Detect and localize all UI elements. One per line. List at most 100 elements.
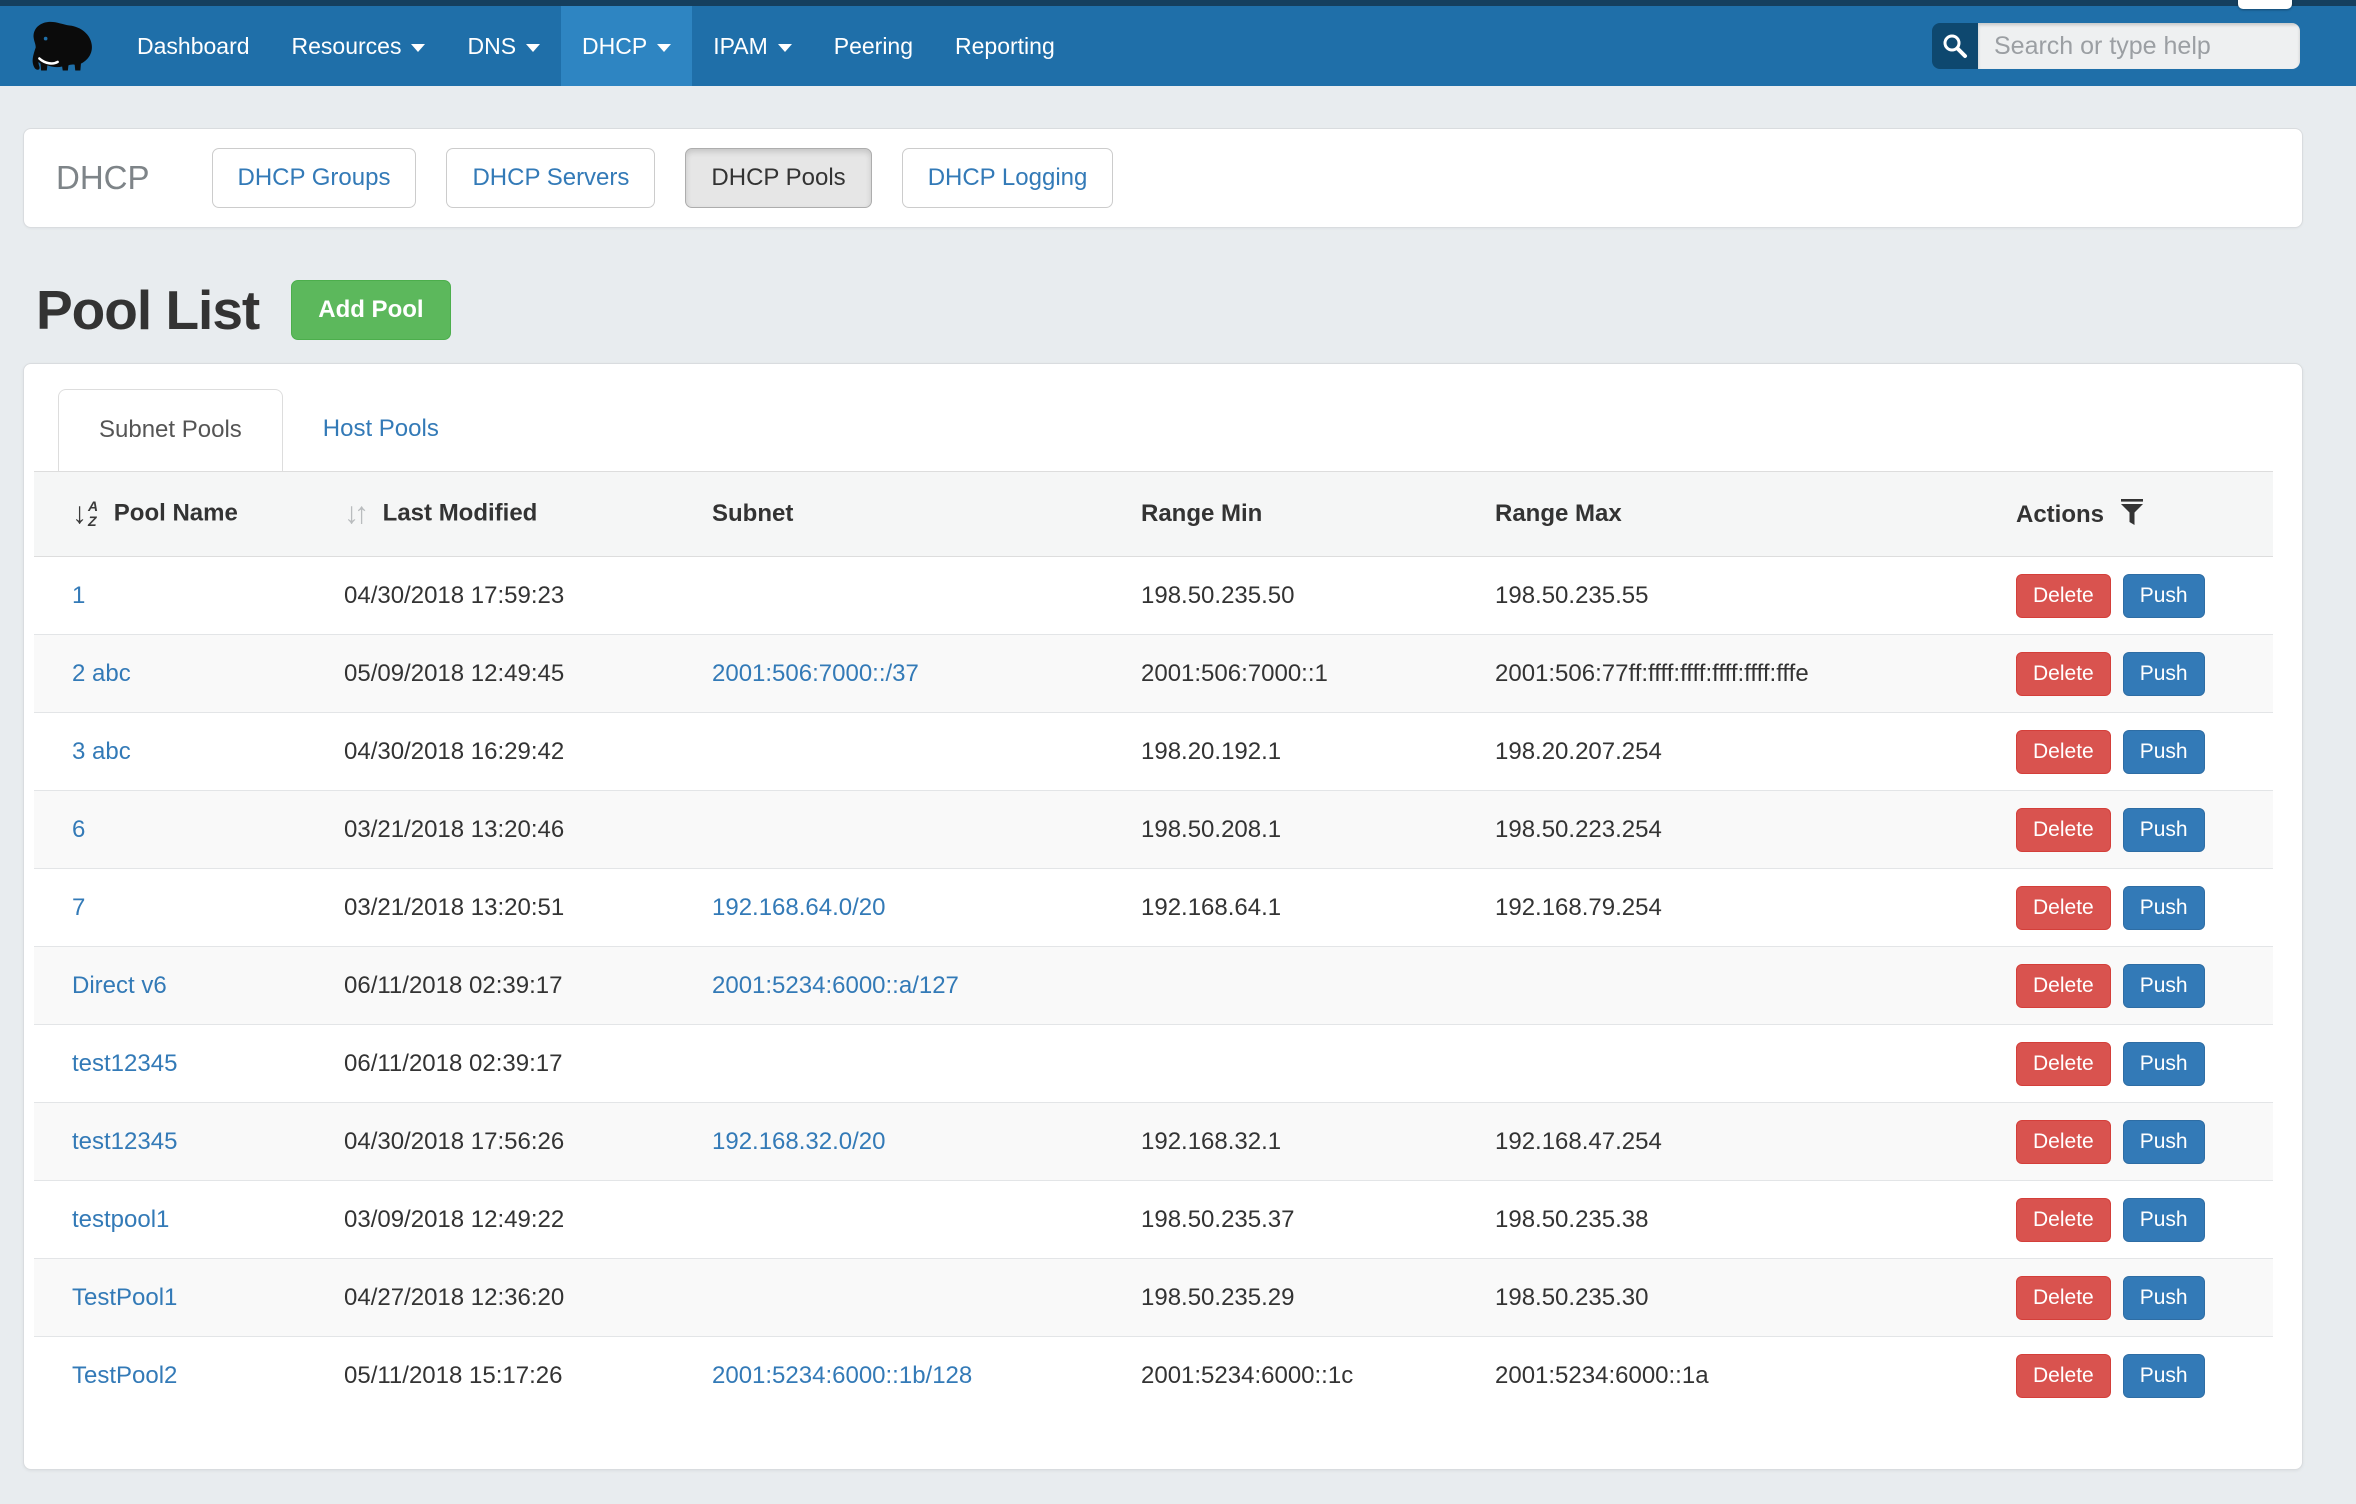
range-min-cell: 198.50.235.50 — [1141, 557, 1495, 635]
delete-button[interactable]: Delete — [2016, 730, 2111, 774]
filter-funnel-icon[interactable] — [2120, 499, 2144, 526]
nav-item-label: DNS — [467, 33, 516, 60]
range-min-cell: 192.168.32.1 — [1141, 1103, 1495, 1181]
range-max-cell: 2001:506:77ff:ffff:ffff:ffff:ffff:fffe — [1495, 635, 2016, 713]
last-modified-cell: 06/11/2018 02:39:17 — [344, 947, 712, 1025]
nav-item-resources[interactable]: Resources — [271, 6, 447, 86]
subnet-link[interactable]: 2001:5234:6000::1b/128 — [712, 1362, 972, 1389]
push-button[interactable]: Push — [2123, 1198, 2205, 1242]
delete-button[interactable]: Delete — [2016, 1276, 2111, 1320]
range-min-cell: 198.50.235.29 — [1141, 1259, 1495, 1337]
col-subnet: Subnet — [712, 500, 793, 527]
push-button[interactable]: Push — [2123, 964, 2205, 1008]
pool-name-link[interactable]: test12345 — [72, 1128, 177, 1155]
delete-button[interactable]: Delete — [2016, 652, 2111, 696]
subnet-link[interactable]: 2001:5234:6000::a/127 — [712, 972, 959, 999]
delete-button[interactable]: Delete — [2016, 1042, 2111, 1086]
pool-row-6-3: 6 03/21/2018 13:20:46 198.50.208.1 198.5… — [34, 791, 2273, 869]
last-modified-cell: 06/11/2018 02:39:17 — [344, 1025, 712, 1103]
table-header-row: ↓AZ Pool Name ↓↑ Last Modified Subnet Ra… — [34, 472, 2273, 557]
pool-list-panel: Subnet PoolsHost Pools ↓AZ Pool Name ↓↑ … — [23, 363, 2303, 1470]
chevron-down-icon — [657, 44, 671, 52]
range-min-cell — [1141, 1025, 1495, 1103]
nav-item-dhcp[interactable]: DHCP — [561, 6, 692, 86]
nav-item-dns[interactable]: DNS — [446, 6, 561, 86]
nav-item-reporting[interactable]: Reporting — [934, 6, 1076, 86]
range-min-cell: 192.168.64.1 — [1141, 869, 1495, 947]
pool-name-link[interactable]: 2 abc — [72, 660, 131, 687]
pool-name-link[interactable]: TestPool2 — [72, 1362, 177, 1389]
pool-row-testpool2-10: TestPool2 05/11/2018 15:17:26 2001:5234:… — [34, 1337, 2273, 1415]
pool-name-link[interactable]: 7 — [72, 894, 85, 921]
subnet-link[interactable]: 192.168.32.0/20 — [712, 1128, 886, 1155]
pool-name-link[interactable]: 1 — [72, 582, 85, 609]
last-modified-cell: 04/30/2018 16:29:42 — [344, 713, 712, 791]
last-modified-cell: 04/30/2018 17:56:26 — [344, 1103, 712, 1181]
add-pool-button[interactable]: Add Pool — [291, 280, 450, 340]
chevron-down-icon — [526, 44, 540, 52]
delete-button[interactable]: Delete — [2016, 808, 2111, 852]
section-button-dhcp-servers[interactable]: DHCP Servers — [446, 148, 655, 208]
search-input[interactable] — [1978, 23, 2300, 69]
section-title: DHCP — [56, 159, 150, 197]
nav-item-dashboard[interactable]: Dashboard — [116, 6, 271, 86]
nav-item-label: DHCP — [582, 33, 647, 60]
range-min-cell: 198.50.235.37 — [1141, 1181, 1495, 1259]
pool-name-link[interactable]: testpool1 — [72, 1206, 169, 1233]
top-right-white-tab — [2238, 0, 2292, 9]
delete-button[interactable]: Delete — [2016, 574, 2111, 618]
delete-button[interactable]: Delete — [2016, 1198, 2111, 1242]
pool-list-header: Pool List Add Pool — [36, 270, 451, 350]
push-button[interactable]: Push — [2123, 1354, 2205, 1398]
delete-button[interactable]: Delete — [2016, 1120, 2111, 1164]
sort-icon[interactable]: ↓↑ — [344, 499, 369, 529]
last-modified-cell: 03/21/2018 13:20:46 — [344, 791, 712, 869]
pool-row-7-4: 7 03/21/2018 13:20:51 192.168.64.0/20 19… — [34, 869, 2273, 947]
push-button[interactable]: Push — [2123, 730, 2205, 774]
pool-row-test12345-6: test12345 06/11/2018 02:39:17 Delete Push — [34, 1025, 2273, 1103]
push-button[interactable]: Push — [2123, 1276, 2205, 1320]
section-button-dhcp-logging[interactable]: DHCP Logging — [902, 148, 1114, 208]
tab-host-pools[interactable]: Host Pools — [283, 389, 479, 471]
section-button-dhcp-pools[interactable]: DHCP Pools — [685, 148, 871, 208]
nav-menu: Dashboard Resources DNS DHCP IPAM Peerin… — [116, 6, 1076, 86]
pool-name-link[interactable]: 3 abc — [72, 738, 131, 765]
delete-button[interactable]: Delete — [2016, 964, 2111, 1008]
subnet-link[interactable]: 192.168.64.0/20 — [712, 894, 886, 921]
search-icon[interactable] — [1932, 23, 1978, 69]
pool-row-testpool1-8: testpool1 03/09/2018 12:49:22 198.50.235… — [34, 1181, 2273, 1259]
dhcp-section-bar: DHCP DHCP Groups DHCP Servers DHCP Pools DH… — [23, 128, 2303, 228]
pool-row-3-abc-2: 3 abc 04/30/2018 16:29:42 198.20.192.1 1… — [34, 713, 2273, 791]
push-button[interactable]: Push — [2123, 808, 2205, 852]
mammoth-logo[interactable] — [28, 15, 102, 77]
push-button[interactable]: Push — [2123, 652, 2205, 696]
col-pool-name: Pool Name — [114, 499, 238, 526]
pool-name-link[interactable]: TestPool1 — [72, 1284, 177, 1311]
col-last-modified: Last Modified — [383, 499, 538, 526]
nav-item-label: Dashboard — [137, 33, 250, 60]
main-navbar: Dashboard Resources DNS DHCP IPAM Peerin… — [0, 6, 2356, 86]
browser-top-strip — [0, 0, 2356, 6]
range-min-cell: 2001:506:7000::1 — [1141, 635, 1495, 713]
nav-item-label: Resources — [292, 33, 402, 60]
pool-name-link[interactable]: Direct v6 — [72, 972, 167, 999]
tab-subnet-pools[interactable]: Subnet Pools — [58, 389, 283, 471]
col-actions: Actions — [2016, 501, 2104, 528]
subnet-link[interactable]: 2001:506:7000::/37 — [712, 660, 919, 687]
delete-button[interactable]: Delete — [2016, 886, 2111, 930]
pool-row-direct-v6-5: Direct v6 06/11/2018 02:39:17 2001:5234:… — [34, 947, 2273, 1025]
sort-alpha-icon[interactable]: ↓AZ — [72, 499, 98, 529]
push-button[interactable]: Push — [2123, 574, 2205, 618]
nav-item-ipam[interactable]: IPAM — [692, 6, 813, 86]
nav-item-peering[interactable]: Peering — [813, 6, 934, 86]
section-button-dhcp-groups[interactable]: DHCP Groups — [212, 148, 417, 208]
push-button[interactable]: Push — [2123, 1042, 2205, 1086]
push-button[interactable]: Push — [2123, 886, 2205, 930]
push-button[interactable]: Push — [2123, 1120, 2205, 1164]
range-max-cell: 192.168.79.254 — [1495, 869, 2016, 947]
range-max-cell: 198.50.235.38 — [1495, 1181, 2016, 1259]
pool-name-link[interactable]: 6 — [72, 816, 85, 843]
pool-name-link[interactable]: test12345 — [72, 1050, 177, 1077]
screen: Dashboard Resources DNS DHCP IPAM Peerin… — [0, 0, 2356, 1504]
delete-button[interactable]: Delete — [2016, 1354, 2111, 1398]
